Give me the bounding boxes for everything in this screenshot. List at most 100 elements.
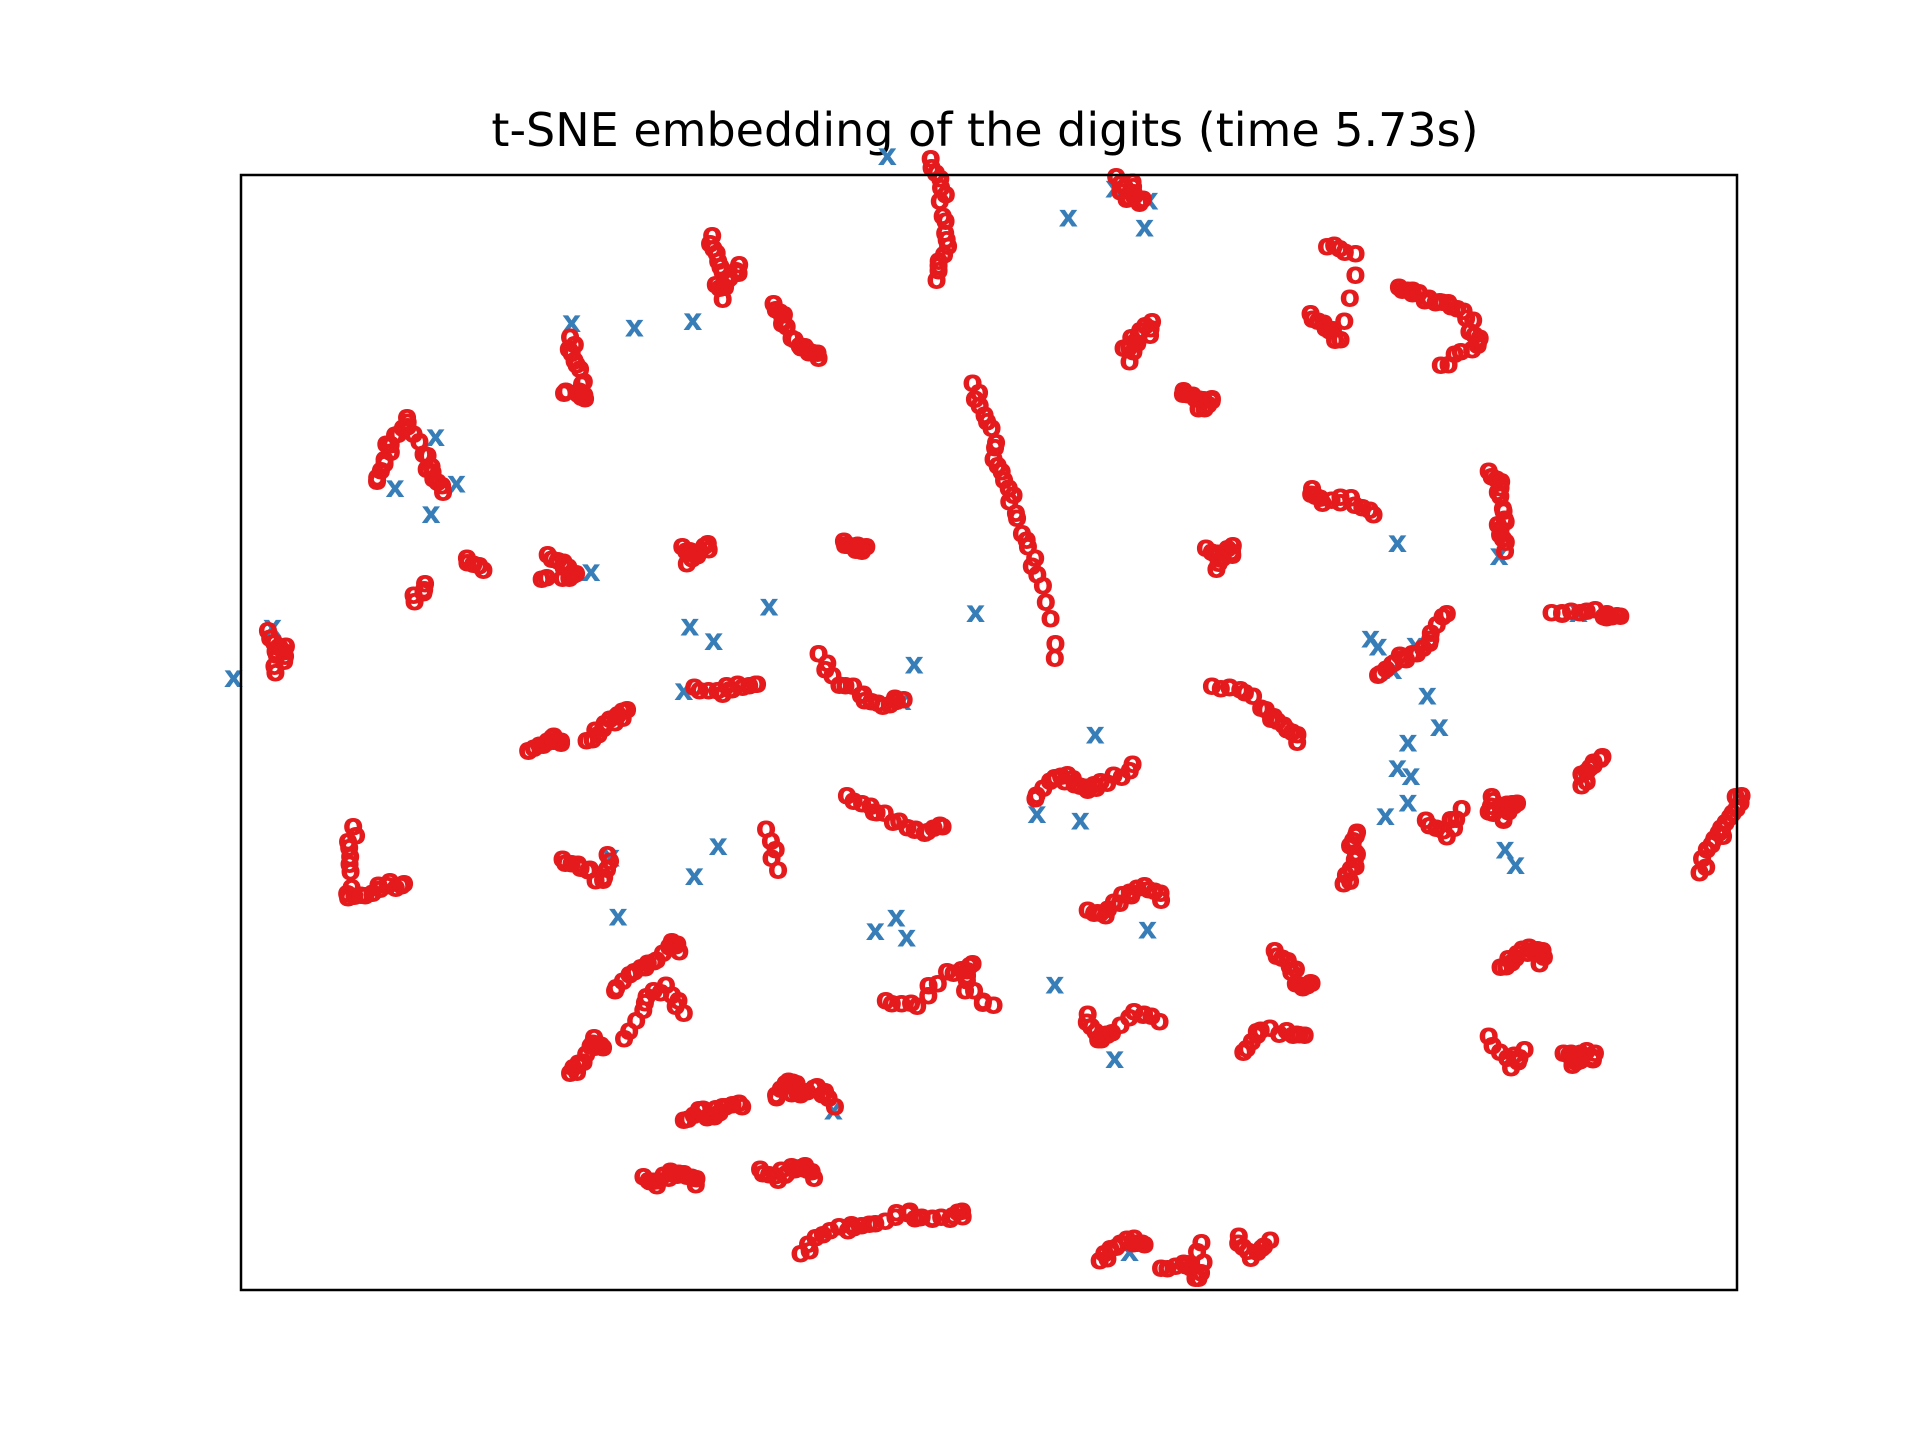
circle-point: o — [1359, 492, 1380, 527]
circle-point: o — [1334, 303, 1355, 338]
cross-point: x — [1086, 717, 1105, 752]
circle-point: o — [1045, 625, 1066, 660]
circle-point: o — [563, 1049, 584, 1084]
circle-point: o — [1711, 810, 1732, 845]
circle-point: o — [551, 724, 572, 759]
circle-point: o — [341, 869, 362, 904]
circle-point: o — [1413, 630, 1434, 665]
circle-point: o — [1490, 477, 1511, 512]
circle-point: o — [1336, 857, 1357, 892]
circle-point: o — [897, 809, 918, 844]
circle-point: o — [1408, 274, 1429, 309]
circle-point: o — [267, 636, 288, 671]
circle-point: o — [1217, 530, 1238, 565]
circle-point: o — [1512, 931, 1533, 966]
circle-point: o — [1519, 929, 1540, 964]
circle-point: o — [579, 851, 600, 886]
circle-point: o — [818, 1080, 839, 1115]
circle-point: o — [1562, 1047, 1583, 1082]
circle-point: o — [1141, 997, 1162, 1032]
circle-point: o — [404, 583, 425, 618]
cross-point: x — [625, 310, 644, 345]
circle-point: o — [662, 977, 683, 1012]
circle-point: o — [822, 657, 843, 692]
circle-point: o — [1481, 458, 1502, 493]
circle-point: o — [1297, 967, 1318, 1002]
circle-point: o — [564, 342, 585, 377]
circle-point: o — [1201, 534, 1222, 569]
circle-point: o — [1696, 849, 1717, 884]
circle-point: o — [1495, 503, 1516, 538]
circle-point: o — [1487, 473, 1508, 508]
circle-point: o — [889, 803, 910, 838]
cross-point: x — [1495, 832, 1514, 867]
circle-point: o — [1119, 343, 1140, 378]
circle-point: o — [1115, 169, 1136, 204]
circle-point: o — [798, 1226, 819, 1261]
circle-point: o — [391, 867, 412, 902]
circle-point: o — [1027, 556, 1048, 591]
circle-point: o — [1426, 810, 1447, 845]
circle-point: o — [414, 571, 435, 606]
circle-point: o — [258, 612, 279, 647]
circle-point: o — [553, 548, 574, 583]
circle-point: o — [1720, 799, 1741, 834]
circle-point: o — [1689, 854, 1710, 889]
circle-point: o — [1310, 479, 1331, 514]
circle-point: o — [1725, 778, 1746, 813]
cross-point: x — [1138, 912, 1157, 947]
circle-point: o — [679, 532, 700, 567]
circle-point: o — [1277, 942, 1298, 977]
circle-point: o — [1339, 280, 1360, 315]
circle-point: o — [340, 838, 361, 873]
circle-point: o — [781, 1148, 802, 1183]
circle-point: o — [786, 1065, 807, 1100]
circle-point: o — [1419, 624, 1440, 659]
circle-point: o — [1206, 551, 1227, 586]
circle-point: o — [1134, 1226, 1155, 1261]
cross-point: x — [1398, 785, 1417, 820]
circle-point: o — [339, 829, 360, 864]
circle-point: o — [1478, 793, 1499, 828]
circle-point: o — [518, 733, 539, 768]
circle-point: o — [1561, 592, 1582, 627]
circle-point: o — [568, 845, 589, 880]
circle-point: o — [673, 994, 694, 1029]
circle-point: o — [1122, 164, 1143, 199]
circle-point: o — [1363, 496, 1384, 531]
cross-point: x — [562, 305, 581, 340]
circle-point: o — [923, 810, 944, 845]
circle-point: o — [518, 732, 539, 767]
circle-point: o — [1553, 1034, 1574, 1069]
circle-point: o — [886, 1194, 907, 1229]
circle-point: o — [1212, 539, 1233, 574]
circle-point: o — [861, 683, 882, 718]
circle-point: o — [1313, 304, 1334, 339]
circle-point: o — [852, 529, 873, 564]
circle-point: o — [1415, 801, 1436, 836]
circle-point: o — [726, 252, 747, 287]
circle-point: o — [606, 698, 627, 733]
circle-point: o — [1433, 812, 1454, 847]
circle-point: o — [1483, 782, 1504, 817]
circle-point: o — [766, 1079, 787, 1114]
circle-point: o — [551, 723, 572, 758]
circle-point: o — [1713, 818, 1734, 853]
circle-point: o — [368, 866, 389, 901]
circle-point: o — [1151, 882, 1172, 917]
circle-point: o — [1583, 743, 1604, 778]
circle-point: o — [790, 1235, 811, 1270]
circle-point: o — [1300, 295, 1321, 330]
circle-point: o — [597, 850, 618, 885]
circle-point: o — [1035, 584, 1056, 619]
circle-point: o — [1191, 1224, 1212, 1259]
circle-point: o — [355, 877, 376, 912]
circle-point: o — [1529, 945, 1550, 980]
circle-point: o — [1493, 520, 1514, 555]
circle-point: o — [415, 565, 436, 600]
circle-point: o — [646, 941, 667, 976]
circle-point: o — [1459, 313, 1480, 348]
circle-point: o — [1040, 763, 1061, 798]
